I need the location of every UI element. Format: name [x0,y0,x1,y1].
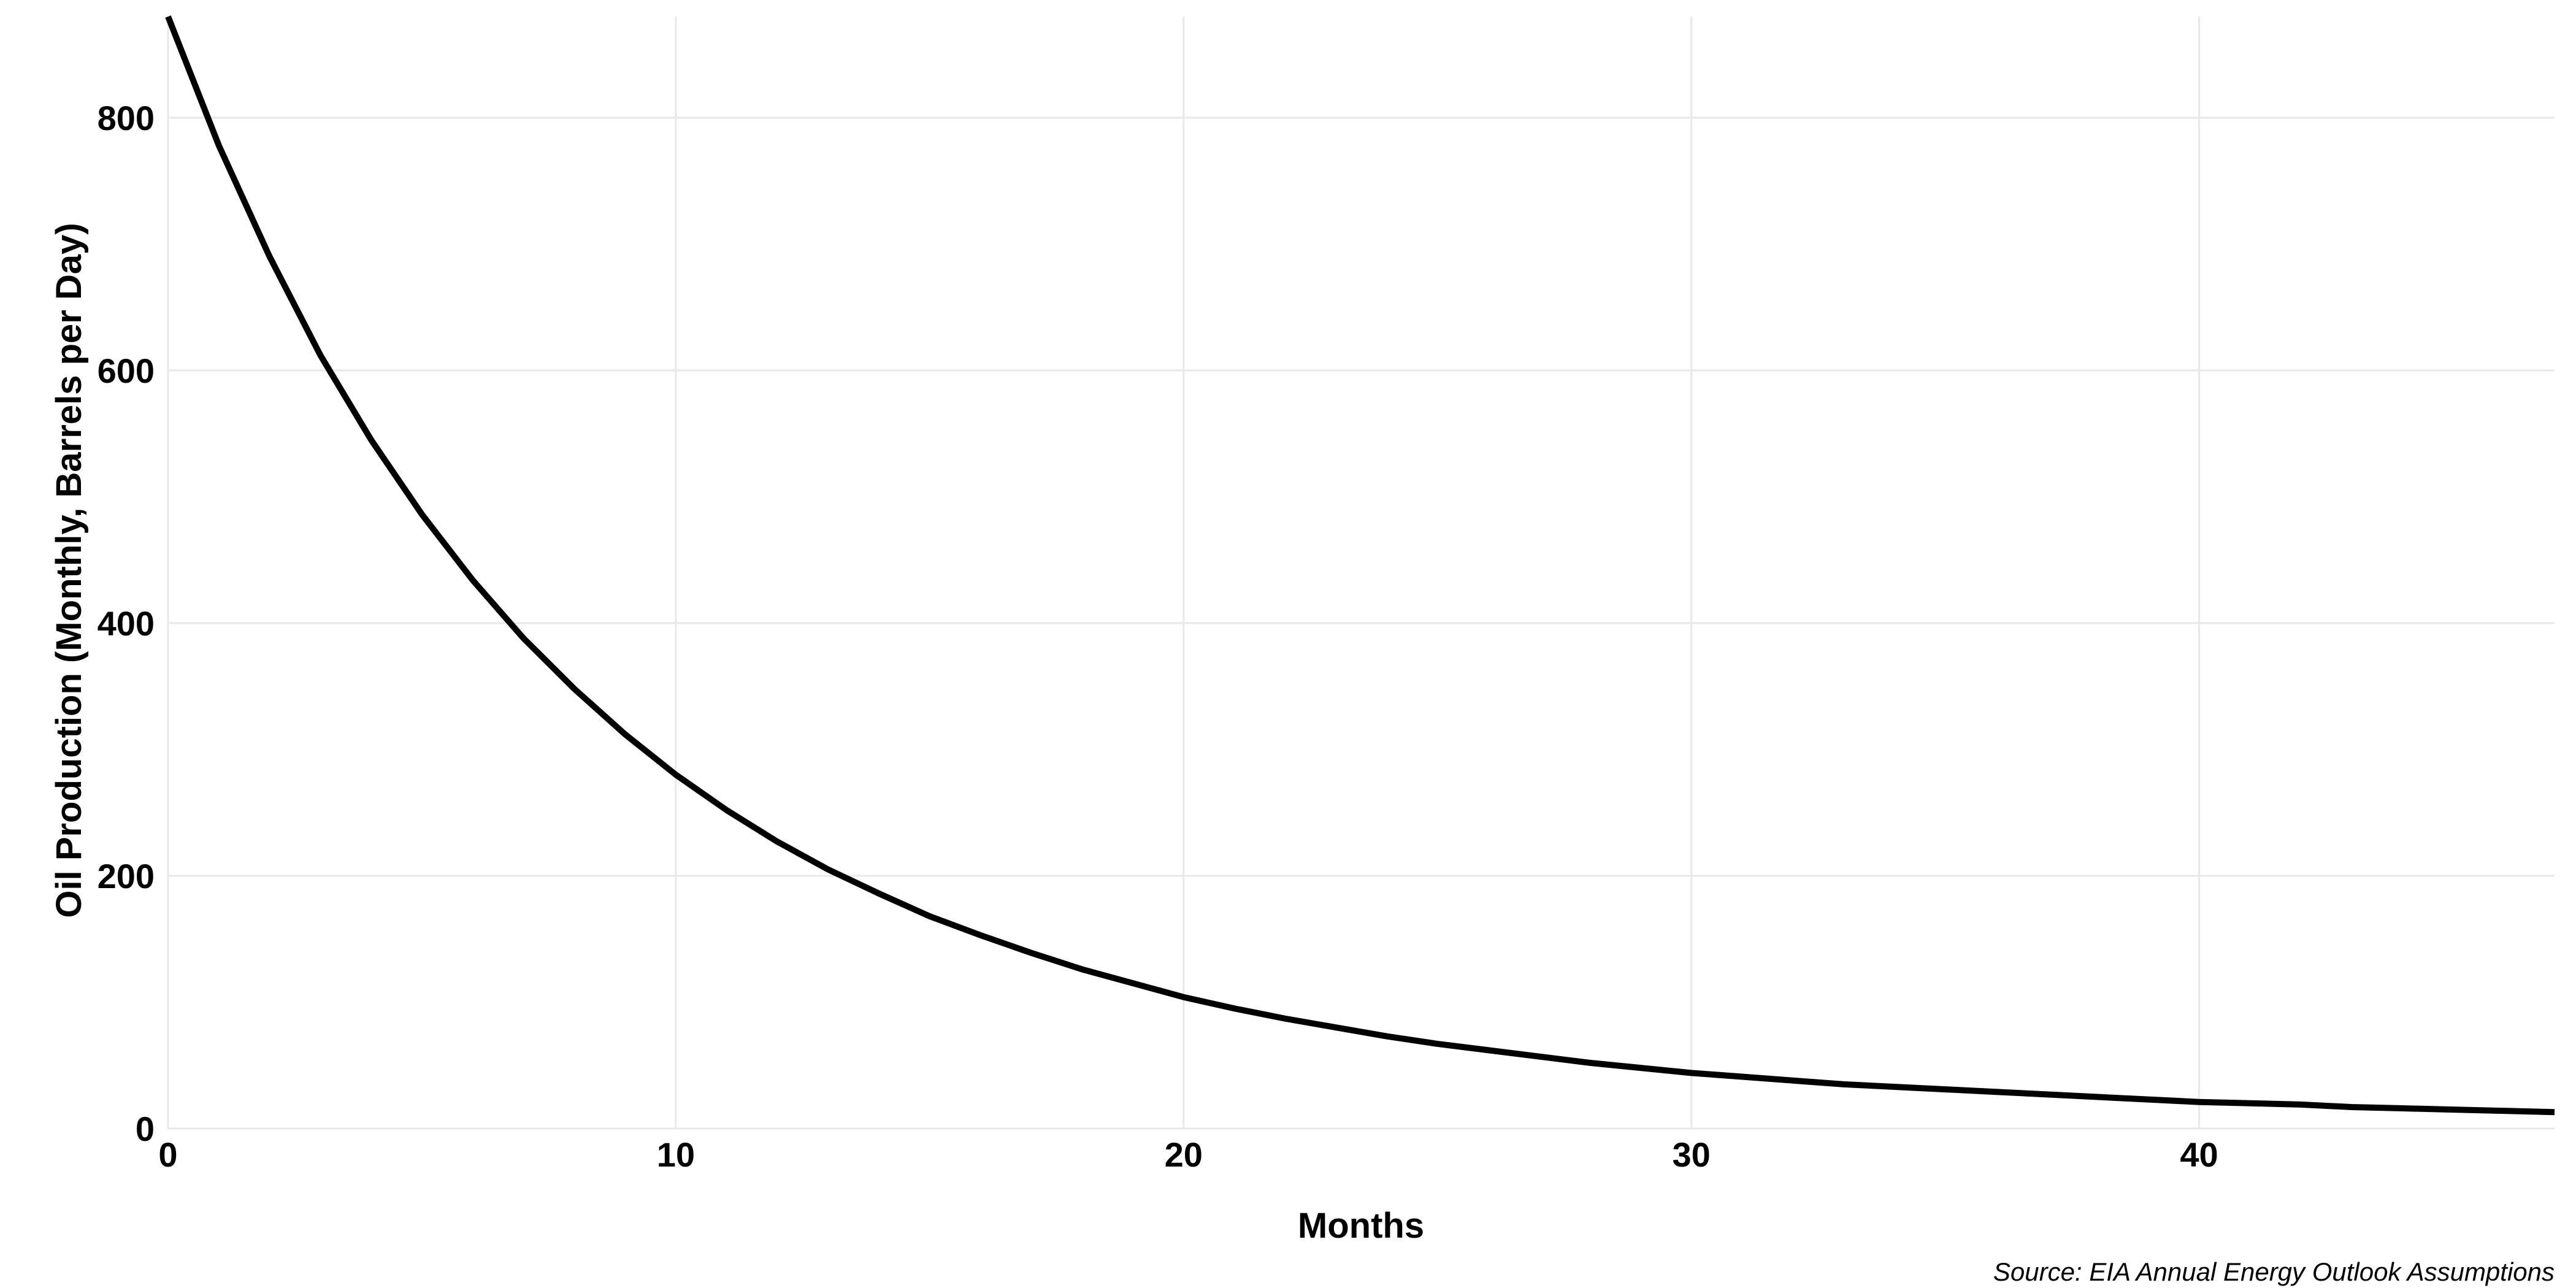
y-tick-label: 200 [98,857,155,895]
line [165,15,2555,1116]
y-axis-title: Oil Production (Monthly, Barrels per Day… [49,223,89,918]
y-tick-label: 400 [98,604,155,643]
x-tick-label: 30 [1672,1135,1710,1174]
x-tick-label: 40 [2180,1135,2218,1174]
x-axis-title: Months [1298,1206,1424,1246]
y-tick-label: 600 [98,351,155,390]
x-tick-label: 20 [1165,1135,1203,1174]
y-tick-label: 800 [98,99,155,137]
x-tick-label: 10 [657,1135,695,1174]
caption: Source: EIA Annual Energy Outlook Assump… [1993,1257,2555,1286]
y-tick-label: 0 [136,1110,155,1148]
x-tick-label: 0 [158,1135,177,1174]
